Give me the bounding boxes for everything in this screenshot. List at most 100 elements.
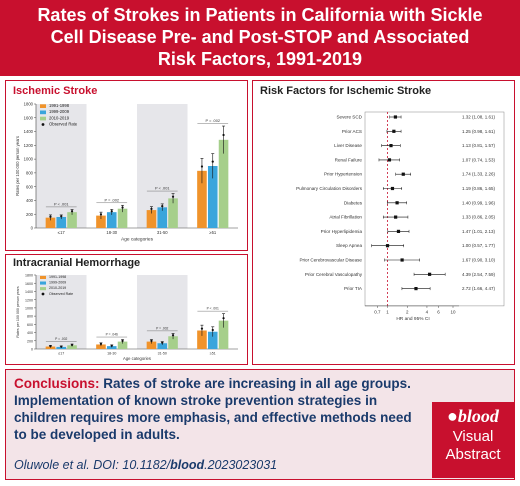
legend-marker [41,123,45,126]
bar [146,341,157,349]
p-value-label: P = .002 [55,337,67,341]
bar [146,210,157,228]
risk-factors-forest-plot: Severe SCD 1.32 (1.08, 1.61) Prior ACS 1.25… [296,111,505,322]
risk-factor-label: Prior ACS [342,129,362,134]
x-axis-label: Age categories [123,356,151,361]
p-value-label: P < .001 [207,307,219,311]
observed-rate-point [161,341,164,344]
x-tick-label: 31-50 [158,352,167,356]
x-tick-label: 4 [426,309,429,314]
hazard-ratio-label: 1.67 (0.90, 3.10) [462,258,496,263]
legend-label: 1991-1998 [49,103,70,108]
legend-label: Observed Rate [49,292,73,296]
logo-line-visual: Visual [452,428,494,445]
y-tick-label: 1200 [24,143,34,148]
observed-rate-point [211,160,214,163]
title-line-3: Risk Factors, 1991-2019 [157,49,363,69]
hazard-ratio-point [400,258,404,262]
observed-rate-point [222,317,225,320]
risk-factor-label: Pulmonary Circulation Disorders [296,186,363,191]
x-tick-label: ≥51 [209,230,217,235]
legend-label: 2010-2019 [49,115,70,120]
hazard-ratio-point [390,186,395,191]
y-tick-label: 0 [31,226,34,231]
observed-rate-point [110,210,113,213]
legend-label: 1999-2009 [49,109,70,114]
intracranial-hemorrhage-title: Intracranial Hemorrhage [13,257,141,269]
citation-prefix: Oluwole et al. DOI: 10.1182/ [14,458,171,472]
logo-brand-text: blood [457,406,499,426]
citation-suffix: .2023023031 [204,458,278,472]
y-tick-label: 1400 [24,129,34,134]
bar [157,343,168,349]
p-value-label: P = .002 [205,118,220,123]
legend-swatch [40,281,46,285]
observed-rate-point [99,213,103,216]
legend-swatch [40,116,46,121]
y-tick-label: 600 [27,323,33,327]
x-tick-label: 2 [406,309,409,314]
x-tick-label: 6 [437,309,440,314]
risk-factor-label: Prior Hyperlipidemia [321,229,363,234]
risk-factor-label: Prior TIA [344,286,363,291]
legend-swatch [40,110,46,115]
legend-label: 1991-1998 [49,275,66,279]
logo-brand: ●blood [432,406,514,427]
legend-label: Observed Rate [49,122,78,127]
y-tick-label: 1400 [25,290,33,294]
hazard-ratio-label: 4.39 (2.54, 7.59) [462,272,496,277]
legend-marker [41,292,45,296]
bar [207,166,218,228]
citation: Oluwole et al. DOI: 10.1182/blood.202302… [14,458,277,472]
p-value-label: P < .001 [155,186,170,191]
x-tick-label: 18-30 [106,230,117,235]
legend-swatch [40,287,46,291]
x-tick-label: 31-50 [157,230,168,235]
observed-rate-point [60,345,63,348]
x-tick-label: 10 [450,309,456,314]
x-tick-label: 0.7 [374,309,381,314]
logo-line-abstract: Abstract [445,446,501,463]
hazard-ratio-label: 1.25 (0.98, 1.61) [462,129,496,134]
intracranial-hemorrhage-chart: 0 200 400 600 800 1000 1200 1400 1600 1800 Rates p… [16,274,238,361]
y-axis-label: Rates per 100 000 person years [16,286,20,338]
risk-factor-label: Severe SCD [336,115,362,120]
bar [45,217,56,228]
y-tick-label: 1000 [25,306,33,310]
bar [117,341,128,349]
risk-factor-label: Prior Cerebral Vasculopathy [305,272,363,277]
observed-rate-point [99,342,103,346]
hazard-ratio-point [395,201,399,205]
legend-label: 2010-2019 [49,286,66,290]
observed-rate-point [121,206,124,209]
risk-factor-label: Renal Failure [335,157,363,162]
observed-rate-point [161,205,164,208]
title-line-2: Cell Disease Pre- and Post-STOP and Asso… [50,27,470,47]
hazard-ratio-label: 1.32 (1.08, 1.61) [462,115,496,120]
intracranial-hemorrhage-panel: Intracranial Hemorrhage 0 200 400 600 800 100… [5,254,248,365]
hazard-ratio-label: 1.40 (0.99, 1.96) [462,200,496,205]
observed-rate-point [110,344,113,347]
bar [168,198,178,228]
observed-rate-point [70,343,74,346]
risk-factor-label: Atrial Fibrillation [329,215,362,220]
y-tick-label: 1800 [25,274,33,278]
x-axis-label: Age categories [121,236,154,242]
y-tick-label: 1600 [25,282,33,286]
hazard-ratio-point [387,158,392,162]
ischemic-stroke-panel: Ischemic Stroke 0 200 400 600 800 1000 1200 140… [5,80,248,251]
hazard-ratio-label: 1.07 (0.74, 1.53) [462,157,496,162]
bar [207,331,218,349]
hazard-ratio-point [396,229,401,233]
hazard-ratio-point [392,129,396,133]
risk-factors-panel: Risk Factors for Ischemic Stroke Severe … [252,80,515,365]
risk-factor-label: Sleep Apnea [336,243,363,248]
legend-swatch [40,104,46,108]
bar [56,346,67,349]
x-tick-label: ≤17 [58,352,64,356]
bar [67,212,77,228]
y-tick-label: 200 [26,212,34,217]
conclusions-label: Conclusions: [14,376,100,391]
conclusions-box: Conclusions: Rates of stroke are increas… [5,369,515,480]
legend-label: 1999-2009 [49,281,66,285]
